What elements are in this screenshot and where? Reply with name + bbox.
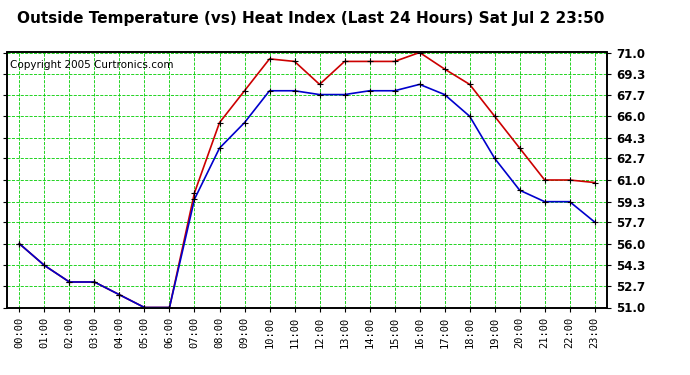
Text: Outside Temperature (vs) Heat Index (Last 24 Hours) Sat Jul 2 23:50: Outside Temperature (vs) Heat Index (Las… [17,11,604,26]
Text: Copyright 2005 Curtronics.com: Copyright 2005 Curtronics.com [10,60,173,70]
